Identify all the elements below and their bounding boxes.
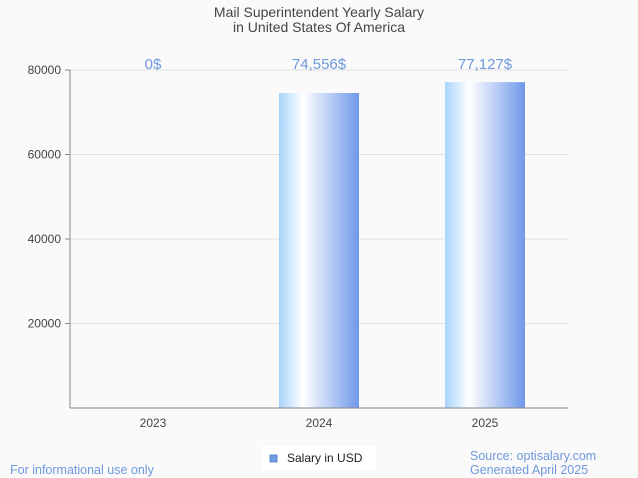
data-label-2025: 77,127$ [458, 56, 513, 73]
bar-2024 [279, 93, 359, 408]
chart-title-line-2: in United States Of America [233, 19, 405, 35]
y-axis-ticks: 20000 40000 60000 80000 [28, 63, 70, 331]
footer-source: Source: optisalary.com [470, 449, 596, 463]
y-tick-label: 80000 [28, 63, 62, 77]
x-tick-label-2025: 2025 [472, 416, 499, 430]
x-axis-ticks: 2023 2024 2025 [140, 416, 499, 430]
footer-disclaimer: For informational use only [10, 463, 155, 477]
bar-2025 [445, 82, 525, 408]
bars [279, 82, 525, 408]
legend-box [262, 446, 376, 470]
footer-generated: Generated April 2025 [470, 463, 588, 477]
y-tick-label: 20000 [28, 317, 62, 331]
chart-title-line-1: Mail Superintendent Yearly Salary [214, 4, 424, 20]
legend-swatch [269, 454, 278, 463]
data-label-2024: 74,556$ [292, 56, 347, 73]
data-label-2023: 0$ [145, 56, 162, 73]
x-tick-label-2024: 2024 [306, 416, 333, 430]
y-tick-label: 60000 [28, 148, 62, 162]
legend-label: Salary in USD [287, 451, 363, 465]
data-labels: 0$ 74,556$ 77,127$ [145, 56, 513, 73]
y-tick-label: 40000 [28, 232, 62, 246]
x-tick-label-2023: 2023 [140, 416, 167, 430]
